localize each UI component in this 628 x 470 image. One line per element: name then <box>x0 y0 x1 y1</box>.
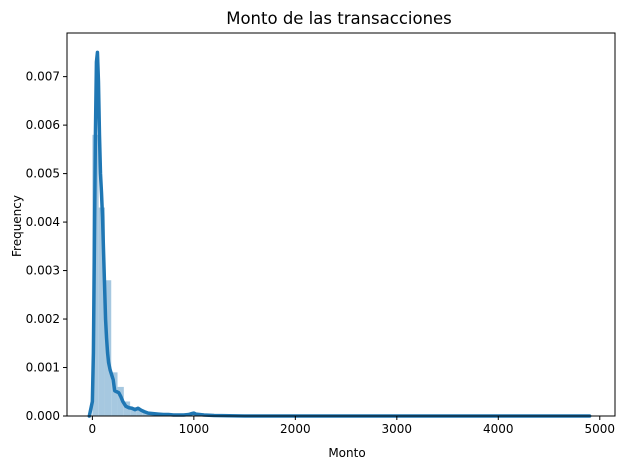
x-tick-label: 2000 <box>280 422 311 436</box>
kde-line <box>87 50 592 418</box>
y-tick-label: 0.001 <box>26 361 60 375</box>
histogram-bar <box>98 207 105 416</box>
y-axis-title: Frequency <box>10 195 24 257</box>
y-tick-label: 0.005 <box>26 167 60 181</box>
histogram-bar <box>130 407 137 416</box>
x-axis-title: Monto <box>328 446 365 460</box>
x-tick-label: 0 <box>89 422 97 436</box>
y-tick-label: 0.002 <box>26 312 60 326</box>
histogram-bar <box>111 372 118 416</box>
y-tick-label: 0.006 <box>26 118 60 132</box>
x-tick-label: 1000 <box>179 422 210 436</box>
histogram-bar <box>117 386 124 416</box>
histogram-bar <box>136 410 143 416</box>
axes-frame <box>66 32 616 417</box>
x-tick-label: 5000 <box>585 422 616 436</box>
y-tick-label: 0.003 <box>26 264 60 278</box>
y-tick-label: 0.000 <box>26 409 60 423</box>
x-tick-label: 3000 <box>382 422 413 436</box>
y-tick-label: 0.004 <box>26 215 60 229</box>
chart-title: Monto de las transacciones <box>226 9 452 28</box>
x-tick-label: 4000 <box>483 422 514 436</box>
plot-area: 0 1000 2000 3000 4000 5000 0.000 0.001 0.002 0.00… <box>26 32 616 436</box>
y-tick-label: 0.007 <box>26 70 60 84</box>
